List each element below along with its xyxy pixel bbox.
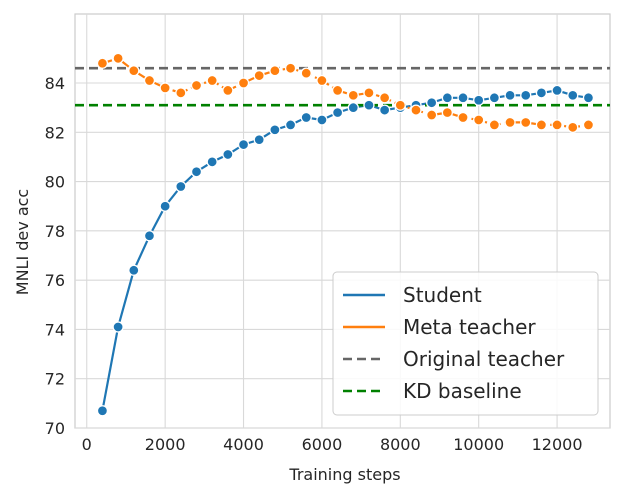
data-point-student [206,156,218,168]
data-point-meta-teacher [175,87,187,99]
y-tick-label: 78 [45,222,65,241]
x-tick-label: 12000 [532,435,583,454]
data-point-meta-teacher [347,89,359,101]
data-point-student [96,405,109,417]
y-tick-label: 70 [45,419,65,438]
data-point-student [426,97,438,109]
data-point-student [378,104,391,116]
data-point-student [441,92,453,104]
y-tick-label: 72 [45,370,65,389]
x-axis-label: Training steps [288,465,400,484]
data-point-meta-teacher [473,114,485,126]
data-point-meta-teacher [284,62,297,74]
data-point-meta-teacher [237,77,250,89]
data-point-meta-teacher [112,52,124,65]
data-point-meta-teacher [363,87,375,99]
data-point-meta-teacher [426,109,438,121]
data-point-meta-teacher [143,74,156,87]
y-tick-label: 80 [45,173,65,192]
x-tick-label: 8000 [380,435,421,454]
data-point-student [300,111,312,124]
y-tick-label: 76 [45,271,65,290]
data-point-student [473,94,485,106]
data-point-meta-teacher [331,84,344,97]
data-point-student [520,89,532,101]
x-tick-label: 6000 [302,435,343,454]
data-point-meta-teacher [190,79,203,92]
plot-area [75,52,610,417]
data-point-student [128,264,140,276]
x-tick-label: 10000 [453,435,504,454]
data-point-student [143,230,156,242]
x-tick-label: 4000 [223,435,264,454]
data-point-meta-teacher [159,82,171,94]
data-point-student [567,89,579,101]
data-point-student [190,166,203,178]
data-point-student [269,124,281,136]
ticks: 0 2000 4000 6000 8000 10000 12000 70 72 74 76 78 80 8… [45,74,583,454]
data-point-meta-teacher [96,57,109,69]
data-point-student [159,200,171,212]
data-point-meta-teacher [253,69,265,82]
data-point-meta-teacher [394,99,406,111]
data-point-student [582,92,595,104]
legend-label-kd-baseline: KD baseline [403,379,522,403]
data-point-student [551,84,563,97]
data-point-meta-teacher [300,67,312,79]
y-tick-label: 82 [45,123,65,142]
data-point-student [253,134,265,146]
data-point-meta-teacher [410,104,422,116]
y-tick-label: 74 [45,320,65,339]
data-point-student [535,87,548,99]
data-point-student [237,138,250,151]
data-point-student [504,89,516,101]
data-point-meta-teacher [567,121,579,134]
data-point-meta-teacher [457,111,469,124]
series-line-meta-teacher [102,57,589,129]
data-point-meta-teacher [535,119,548,131]
data-point-student [175,180,187,193]
legend: Student Meta teacher Original teacher KD ba… [332,271,599,416]
legend-box [332,271,599,416]
data-point-meta-teacher [441,106,453,119]
data-point-meta-teacher [520,116,532,129]
x-tick-label: 2000 [145,435,186,454]
data-point-meta-teacher [206,74,218,87]
data-point-meta-teacher [222,84,234,97]
legend-label-original-teacher: Original teacher [403,347,565,371]
data-point-meta-teacher [551,119,563,131]
data-point-student [284,119,297,131]
legend-label-meta-teacher: Meta teacher [403,315,536,339]
data-point-meta-teacher [269,65,281,77]
data-point-meta-teacher [378,92,391,104]
data-point-meta-teacher [504,116,516,129]
data-point-meta-teacher [128,65,140,77]
x-tick-label: 0 [82,435,92,454]
data-point-meta-teacher [582,119,595,131]
y-tick-label: 84 [45,74,65,93]
data-point-student [316,114,328,126]
data-point-meta-teacher [488,119,501,131]
data-point-student [347,101,359,114]
data-point-student [363,99,375,111]
data-point-student [457,92,469,104]
data-point-student [488,92,501,104]
data-point-meta-teacher [316,74,328,87]
legend-label-student: Student [403,283,482,307]
y-axis-label: MNLI dev acc [13,189,32,295]
data-point-student [222,148,234,161]
data-point-student [331,106,344,119]
data-point-student [112,321,124,333]
